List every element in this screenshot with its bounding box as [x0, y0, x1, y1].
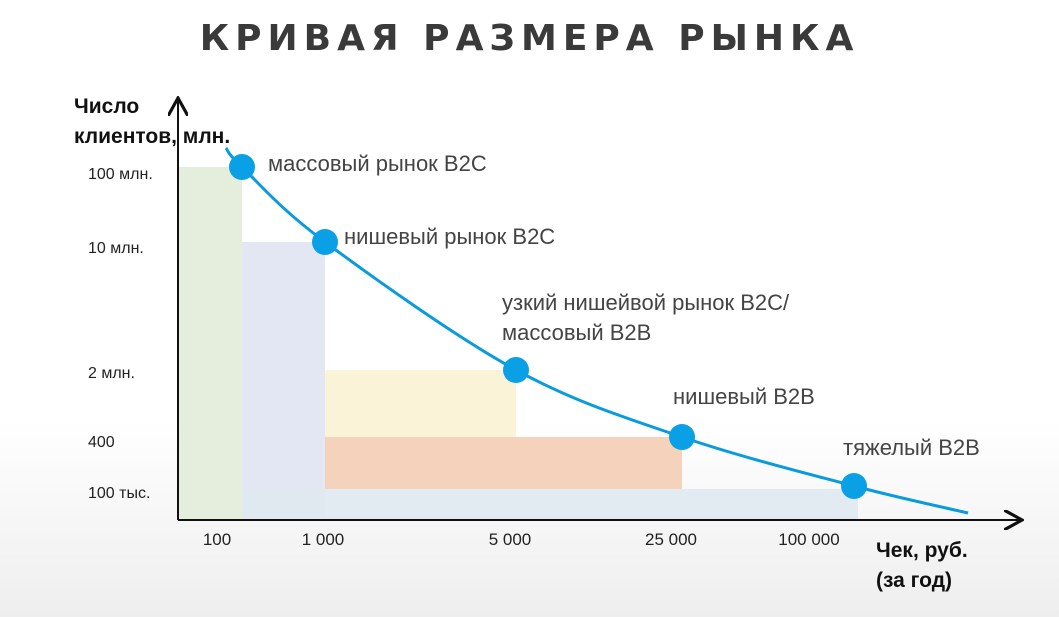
data-point: [229, 154, 255, 180]
segment-region: [325, 437, 682, 489]
segment-region: [242, 489, 858, 520]
x-axis-label: Чек, руб. (за год): [876, 539, 968, 592]
segment-label: тяжелый B2B: [843, 435, 980, 460]
segment-label: узкий нишейвой рынок B2C/массовый B2B: [502, 290, 790, 345]
x-tick-label: 5 000: [489, 530, 532, 549]
data-point: [669, 424, 695, 450]
segment-label: массовый рынок B2C: [268, 151, 487, 176]
x-tick-label: 25 000: [645, 530, 697, 549]
chart-title: КРИВАЯ РАЗМЕРА РЫНКА: [199, 18, 860, 59]
segment-label: нишевый B2B: [673, 384, 815, 409]
y-tick-label: 10 млн.: [88, 240, 144, 257]
y-axis-label: Число клиентов, млн.: [74, 95, 231, 148]
x-tick-label: 100 000: [778, 530, 839, 549]
x-tick-label: 1 000: [302, 530, 345, 549]
y-tick-label: 2 млн.: [88, 365, 135, 382]
segment-region: [178, 167, 242, 520]
data-point: [503, 357, 529, 383]
segment-region: [325, 370, 516, 437]
y-tick-label: 100 млн.: [88, 166, 153, 183]
data-point: [841, 473, 867, 499]
x-tick-label: 100: [203, 530, 231, 549]
segment-label: нишевый рынок B2C: [344, 224, 555, 249]
y-tick-label: 100 тыс.: [88, 485, 150, 502]
segment-region: [242, 242, 325, 520]
y-tick-label: 400: [88, 434, 115, 451]
data-point: [312, 229, 338, 255]
